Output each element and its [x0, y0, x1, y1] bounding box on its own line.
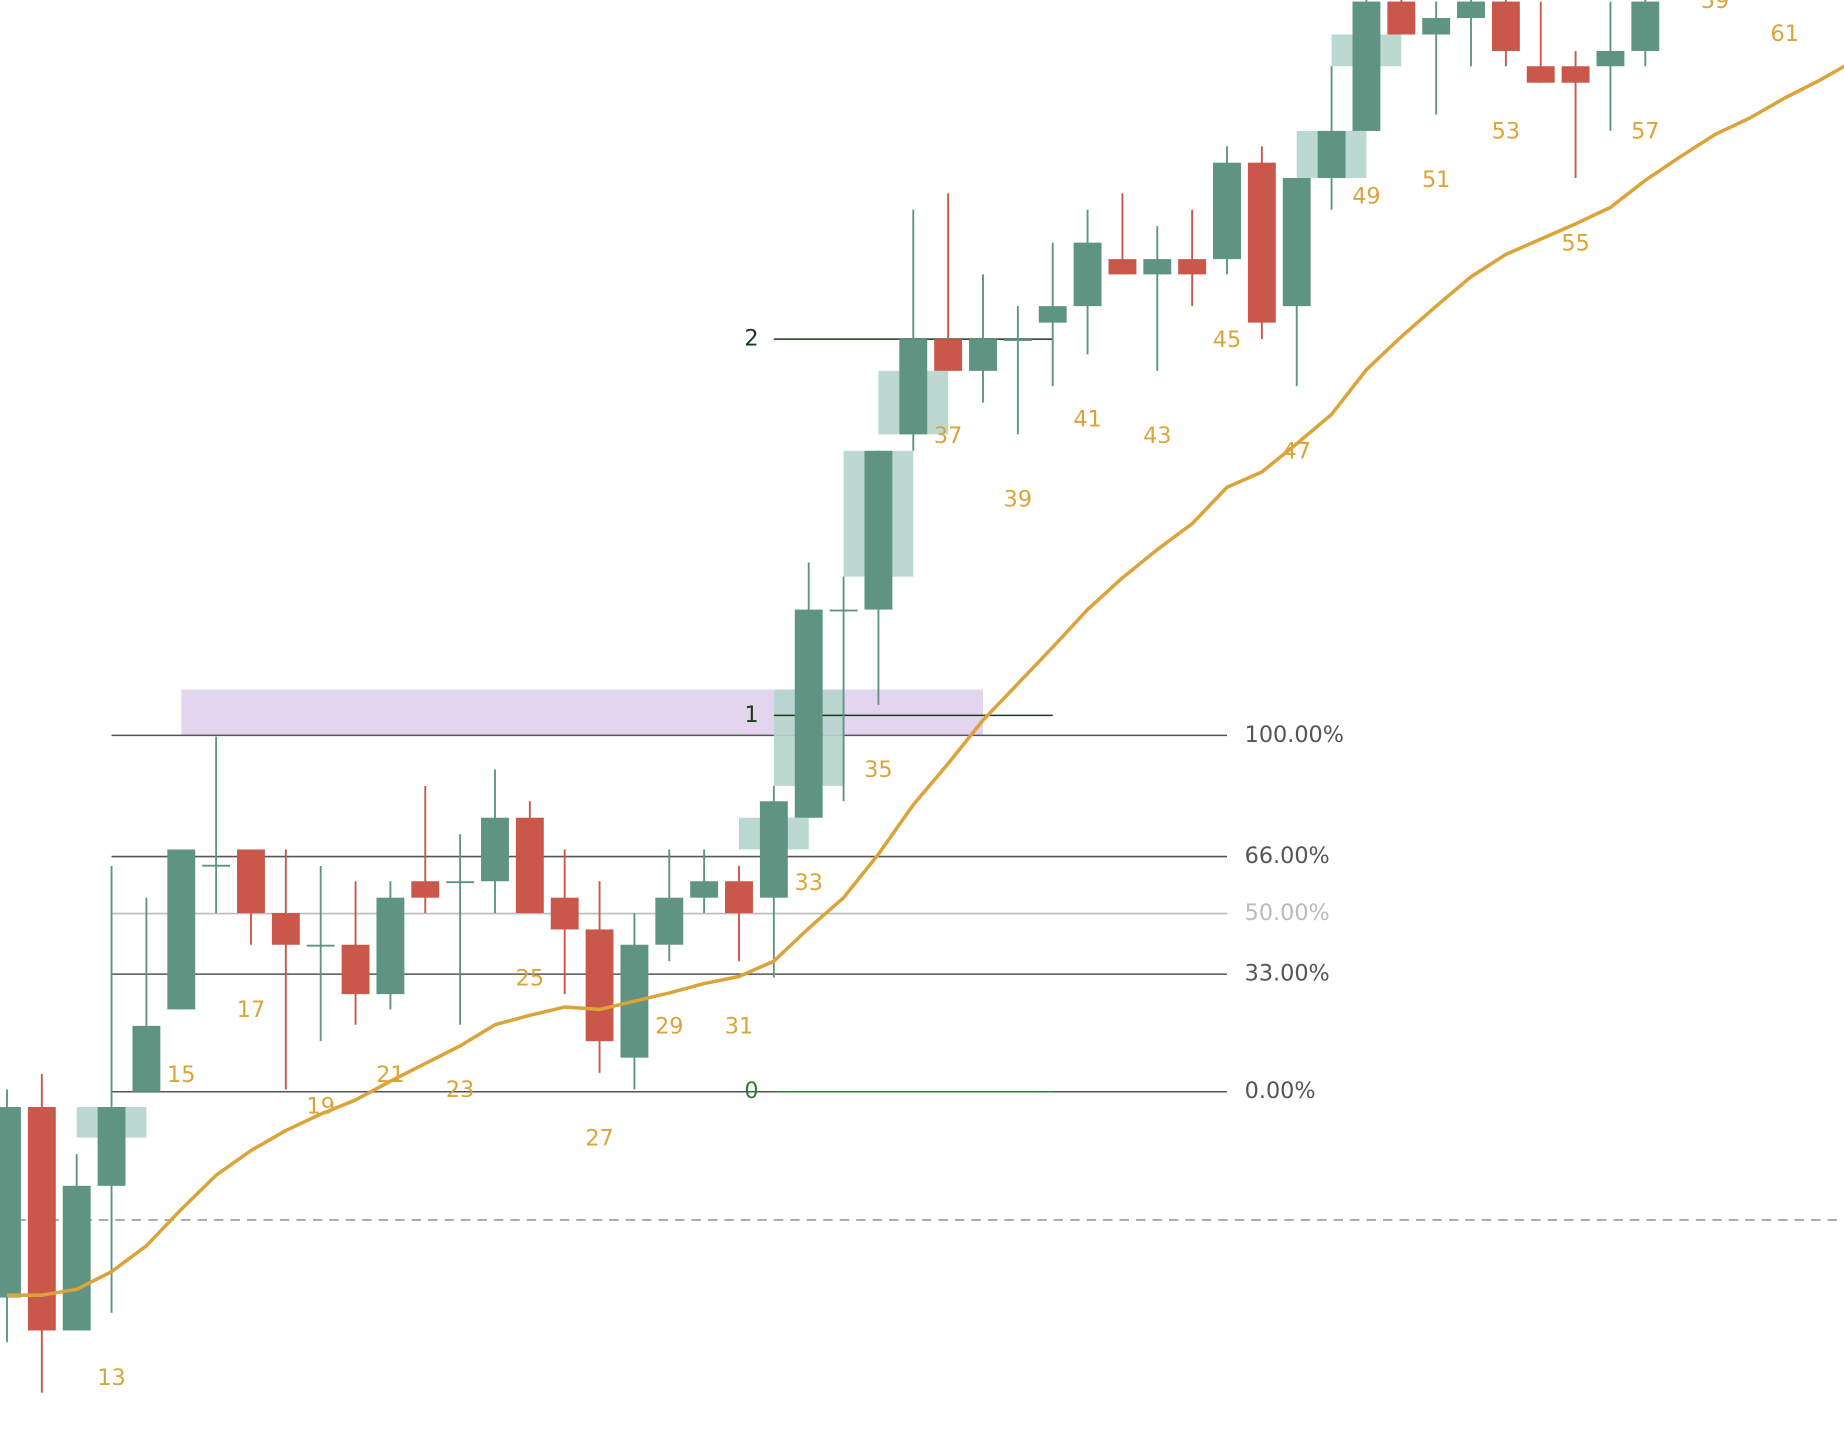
candle-body — [167, 849, 196, 1010]
candle-body — [1352, 1, 1381, 131]
bar-number-label: 59 — [1701, 0, 1729, 14]
bar-number-label: 31 — [725, 1014, 753, 1040]
bar-number-label: 37 — [934, 423, 962, 449]
candle-body — [446, 881, 475, 884]
bar-number-label: 33 — [794, 870, 822, 896]
fib-label: 50.00% — [1245, 900, 1330, 926]
bar-number-label: 19 — [306, 1094, 334, 1120]
bar-number-label: 15 — [167, 1062, 195, 1088]
bar-number-label: 53 — [1492, 119, 1520, 145]
candle-body — [725, 881, 753, 913]
candle-body — [864, 450, 893, 610]
bar-number-label: 55 — [1561, 230, 1589, 256]
candle-body — [934, 339, 963, 371]
candle-body — [1387, 1, 1416, 35]
candle-body — [690, 881, 719, 898]
candle-body — [1317, 130, 1346, 178]
candle-body — [899, 339, 928, 435]
measure-label: 2 — [744, 326, 758, 352]
candle-body — [306, 944, 335, 947]
candle-body — [794, 609, 823, 818]
candle-body — [829, 609, 858, 612]
bar-number-label: 61 — [1771, 21, 1799, 47]
moving-average — [6, 64, 1844, 1297]
candle-body — [97, 1107, 126, 1186]
candle-body — [271, 912, 300, 945]
candle-body — [1422, 18, 1451, 35]
candle-body — [0, 1107, 21, 1298]
candle-body — [759, 801, 788, 898]
bar-number-label: 41 — [1073, 407, 1101, 433]
bar-number-label: 25 — [516, 965, 544, 991]
candle-body — [1561, 66, 1590, 83]
candle-body — [62, 1185, 91, 1331]
bar-number-label: 13 — [97, 1365, 125, 1391]
measure-label: 0 — [744, 1078, 758, 1104]
candle-body — [1247, 162, 1276, 323]
candle-body — [1526, 66, 1555, 83]
candle-body — [132, 1025, 161, 1092]
candle-body — [1003, 339, 1032, 341]
candle-body — [969, 339, 997, 371]
bar-number-label: 27 — [585, 1125, 613, 1151]
bar-number-label: 29 — [655, 1014, 683, 1040]
bar-number-label: 21 — [376, 1062, 404, 1088]
bar-number-label: 47 — [1283, 438, 1311, 464]
candle-body — [1038, 306, 1067, 323]
candle-body — [1178, 259, 1207, 275]
fib-label: 100.00% — [1245, 722, 1344, 748]
candle-body — [1213, 162, 1241, 260]
bar-number-label: 45 — [1213, 327, 1241, 353]
candle-body — [1073, 242, 1102, 307]
bar-number-label: 49 — [1352, 183, 1380, 209]
candle-body — [1143, 259, 1172, 275]
candle-body — [1491, 1, 1520, 51]
candle-body — [1108, 259, 1137, 275]
candle-body — [202, 864, 231, 867]
bar-number-label: 39 — [1004, 487, 1032, 513]
candle-body — [237, 849, 265, 913]
bar-number-label: 51 — [1422, 167, 1450, 193]
bar-number-label: 23 — [446, 1077, 474, 1103]
bar-number-label: 35 — [864, 757, 892, 783]
candle-body — [1457, 1, 1485, 19]
candle-body — [1282, 177, 1311, 307]
candle-body — [1596, 50, 1625, 67]
bar-number-label: 57 — [1631, 119, 1659, 145]
candle-body — [411, 881, 440, 898]
fib-label: 66.00% — [1245, 843, 1330, 869]
bar-number-label: 43 — [1143, 423, 1171, 449]
candle-body — [341, 944, 370, 995]
measure-label: 1 — [744, 702, 758, 728]
candle-body — [550, 897, 579, 930]
candle-body — [1631, 1, 1660, 51]
candle-body — [515, 817, 544, 913]
candle-body — [376, 897, 405, 995]
fib-label: 33.00% — [1245, 961, 1330, 987]
candle-body — [585, 929, 614, 1042]
highlight-zone — [181, 689, 984, 736]
fib-label: 0.00% — [1245, 1078, 1316, 1104]
candle-body — [481, 817, 509, 882]
bar-number-label: 17 — [237, 997, 265, 1023]
candle-body — [655, 897, 684, 945]
